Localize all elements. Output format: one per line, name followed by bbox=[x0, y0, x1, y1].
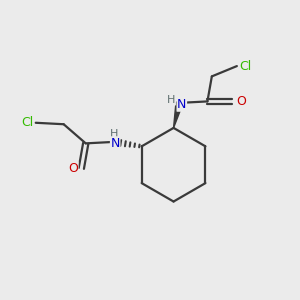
Text: O: O bbox=[68, 162, 78, 175]
Text: H: H bbox=[167, 95, 176, 105]
Text: N: N bbox=[110, 137, 120, 150]
Text: H: H bbox=[110, 129, 118, 139]
Text: Cl: Cl bbox=[21, 116, 34, 129]
Text: N: N bbox=[177, 98, 187, 111]
Polygon shape bbox=[174, 102, 183, 128]
Text: O: O bbox=[236, 95, 246, 108]
Text: Cl: Cl bbox=[240, 60, 252, 73]
